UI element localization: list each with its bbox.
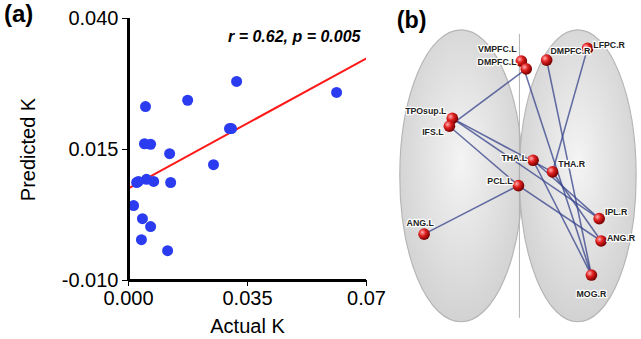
svg-text:Actual K: Actual K xyxy=(210,315,285,337)
svg-text:0.07: 0.07 xyxy=(347,287,386,309)
svg-text:Predicted K: Predicted K xyxy=(17,97,39,201)
svg-text:(b): (b) xyxy=(397,7,427,33)
svg-text:0.000: 0.000 xyxy=(103,287,153,309)
svg-text:DMPFC.L: DMPFC.L xyxy=(478,57,518,67)
svg-text:0.015: 0.015 xyxy=(68,138,118,160)
svg-text:IPL.R: IPL.R xyxy=(605,207,628,217)
svg-text:IFS.L: IFS.L xyxy=(422,127,444,137)
svg-text:ANG.R: ANG.R xyxy=(607,233,636,243)
svg-text:PCL.L: PCL.L xyxy=(487,176,513,186)
html-text:(a): (a) xyxy=(4,0,34,27)
svg-text:THA.L: THA.L xyxy=(501,153,527,163)
svg-text:LFPC.R: LFPC.R xyxy=(593,40,625,50)
svg-text:DMPFC.R: DMPFC.R xyxy=(551,46,592,56)
svg-text:MOG.R: MOG.R xyxy=(577,289,607,299)
svg-text:r = 0.62, p = 0.005: r = 0.62, p = 0.005 xyxy=(228,28,362,45)
svg-text:VMPFC.L: VMPFC.L xyxy=(478,44,517,54)
svg-text:ANG.L: ANG.L xyxy=(407,218,435,228)
svg-text:THA.R: THA.R xyxy=(558,159,585,169)
svg-text:0.035: 0.035 xyxy=(222,287,272,309)
svg-text:0.040: 0.040 xyxy=(68,7,118,29)
svg-text:-0.010: -0.010 xyxy=(61,268,119,291)
svg-text:TPOsup.L: TPOsup.L xyxy=(405,106,447,116)
